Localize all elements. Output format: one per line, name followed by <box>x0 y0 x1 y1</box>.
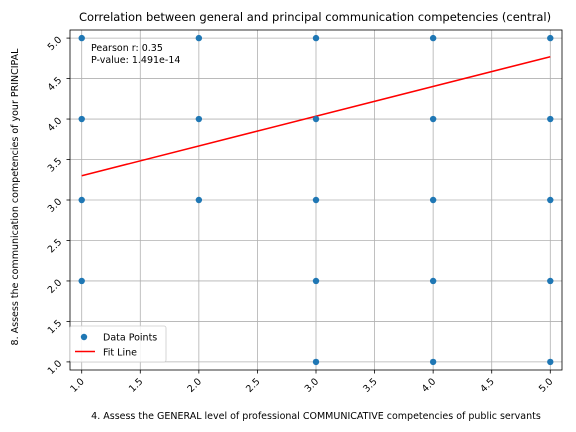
legend-label-data-points: Data Points <box>103 333 157 344</box>
y-axis-label: 8. Assess the communication competencies… <box>10 48 21 346</box>
x-axis-label: 4. Assess the GENERAL level of professio… <box>91 411 541 422</box>
data-point <box>79 116 85 122</box>
data-point <box>79 197 85 203</box>
data-point <box>430 359 436 365</box>
data-point <box>430 197 436 203</box>
data-point <box>313 116 319 122</box>
data-point <box>430 116 436 122</box>
data-point <box>547 35 553 41</box>
data-point <box>196 35 202 41</box>
legend-label-fit-line: Fit Line <box>103 348 137 359</box>
data-point <box>196 197 202 203</box>
data-point <box>547 116 553 122</box>
data-point <box>79 35 85 41</box>
data-point <box>547 359 553 365</box>
chart-title: Correlation between general and principa… <box>79 10 551 24</box>
data-point <box>79 278 85 284</box>
data-point <box>313 197 319 203</box>
data-point <box>313 35 319 41</box>
legend: Data Points Fit Line <box>70 326 166 362</box>
pearson-r-text: Pearson r: 0.35 <box>91 43 163 54</box>
data-point <box>430 35 436 41</box>
data-point <box>196 116 202 122</box>
data-point <box>313 278 319 284</box>
data-point <box>430 278 436 284</box>
data-point <box>547 278 553 284</box>
legend-marker-data-points <box>81 334 87 340</box>
data-point <box>313 359 319 365</box>
p-value-text: P-value: 1.491e-14 <box>91 55 180 66</box>
data-point <box>547 197 553 203</box>
